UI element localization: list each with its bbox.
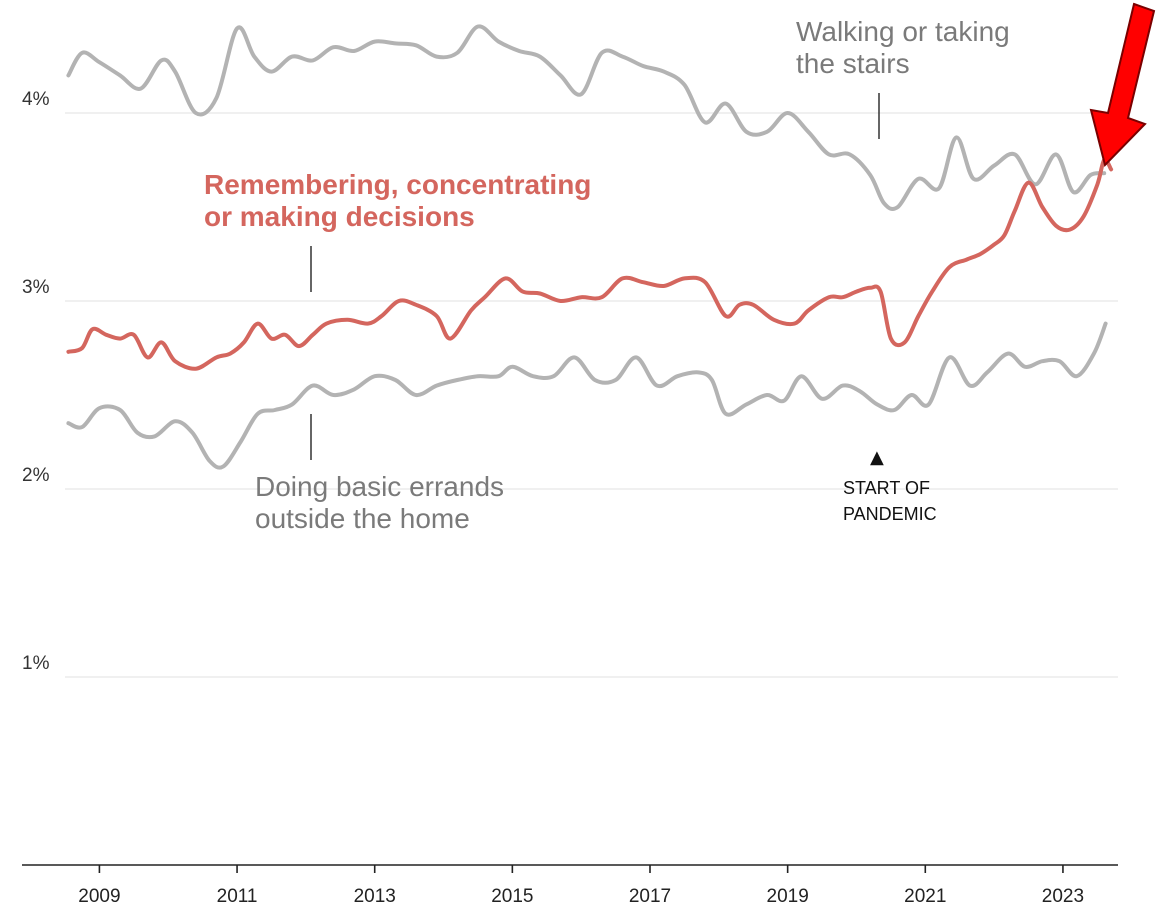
annotation-remembering: Remembering, concentrating or making dec… (204, 169, 591, 292)
annotation-pandemic: ▲ START OF PANDEMIC (843, 447, 937, 524)
x-tick-label: 2017 (629, 886, 671, 907)
x-axis: 2009 2011 2013 2015 2017 2019 2021 2023 (22, 864, 1118, 907)
y-tick-label: 3% (22, 277, 50, 298)
annotation-errands-line1: Doing basic errands (255, 471, 504, 502)
y-tick-label: 4% (22, 89, 50, 110)
annotation-remembering-line1: Remembering, concentrating (204, 169, 591, 200)
x-tick-label: 2011 (217, 886, 258, 907)
red-arrow-icon (1089, 2, 1156, 167)
x-tick-label: 2015 (491, 886, 533, 907)
series-layer (66, 24, 1114, 470)
y-tick-label: 2% (22, 465, 50, 486)
series-line (66, 157, 1114, 371)
annotation-pandemic-line1: START OF (843, 478, 930, 498)
annotation-errands-line2: outside the home (255, 503, 470, 534)
series-line (66, 321, 1108, 470)
x-tick-label: 2019 (767, 886, 809, 907)
annotation-walking: Walking or taking the stairs (796, 16, 1010, 139)
annotation-walking-line2: the stairs (796, 48, 910, 79)
x-tick-label: 2009 (78, 886, 120, 907)
annotation-remembering-line2: or making decisions (204, 201, 475, 232)
grid-layer (65, 112, 1118, 678)
annotation-pandemic-line2: PANDEMIC (843, 504, 937, 524)
x-tick-label: 2021 (904, 886, 946, 907)
series-line (66, 24, 1107, 212)
x-tick-label: 2013 (354, 886, 396, 907)
pandemic-marker-icon: ▲ (870, 447, 884, 468)
y-tick-label: 1% (22, 653, 50, 674)
annotation-walking-line1: Walking or taking (796, 16, 1010, 47)
y-axis-ticks: 1% 2% 3% 4% (22, 89, 50, 674)
x-tick-label: 2023 (1042, 886, 1084, 907)
annotation-errands: Doing basic errands outside the home (255, 414, 504, 534)
